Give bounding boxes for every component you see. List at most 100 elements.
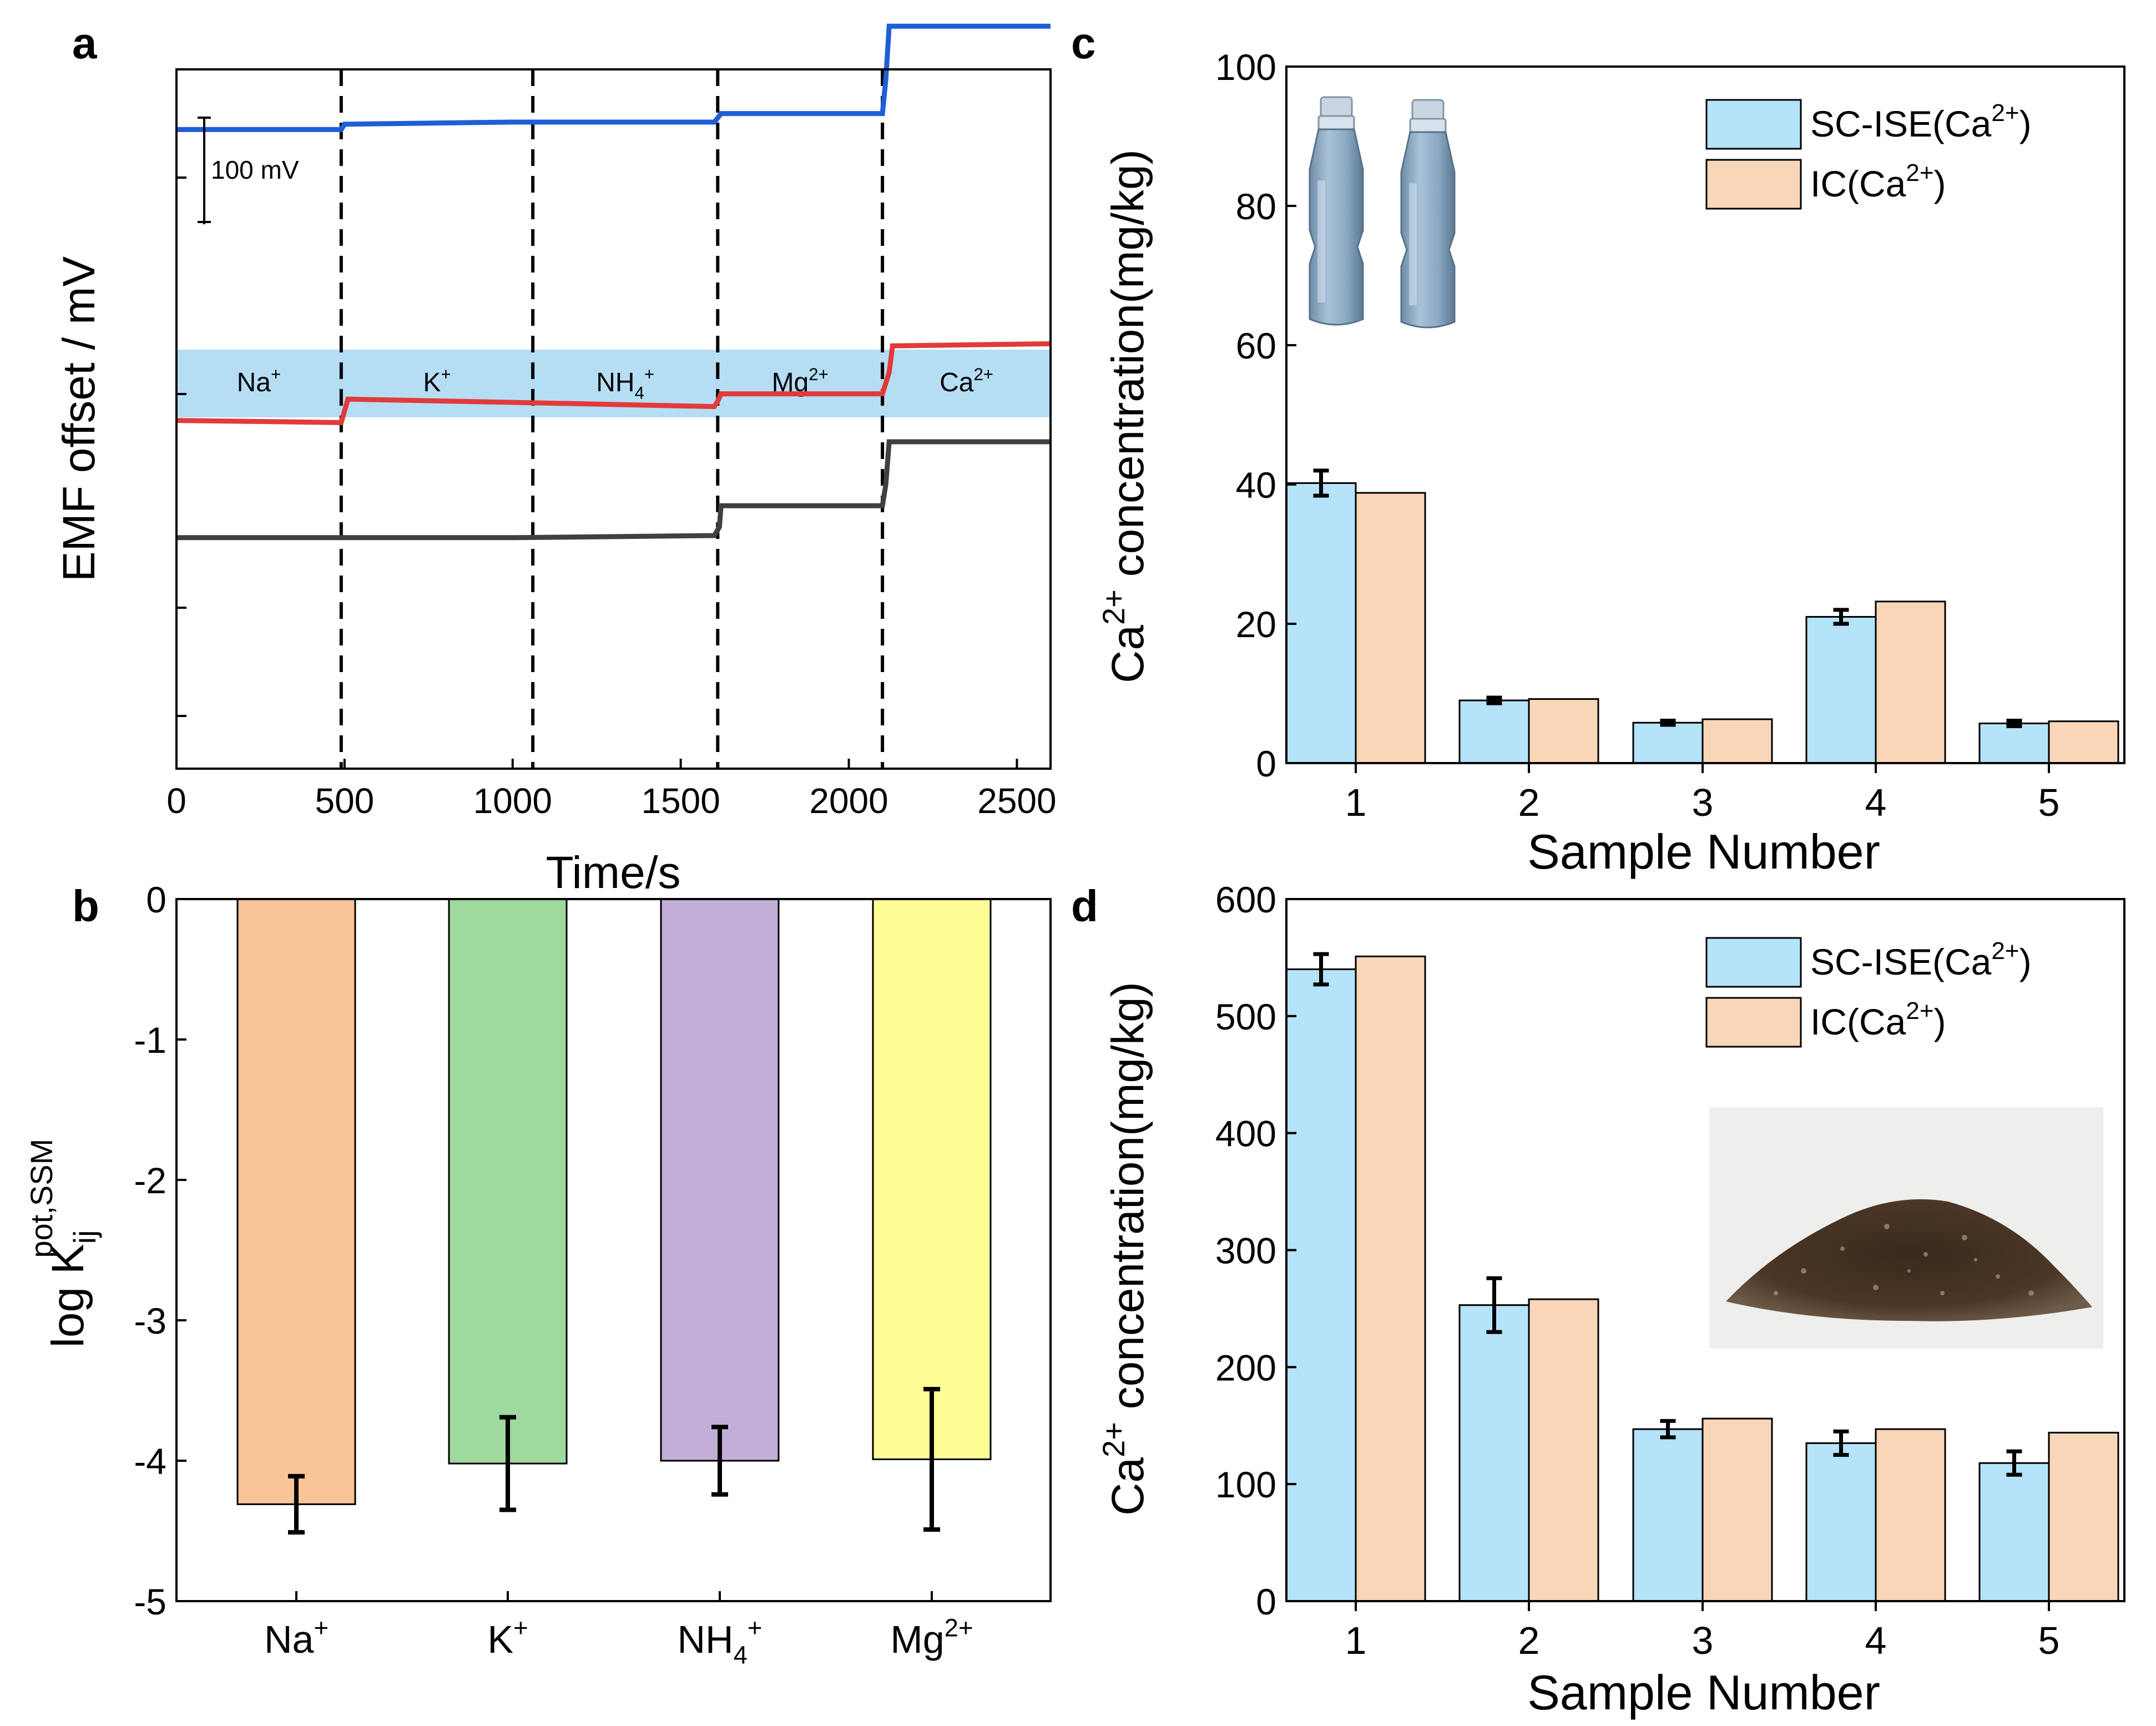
bar-sample-5-sc-ise: [1978, 1462, 2050, 1602]
bar-sample-2-sc-ise: [1458, 699, 1530, 764]
emf-line-red: [176, 341, 1051, 425]
bar-sample-1-ic: [1355, 955, 1426, 1602]
x-axis-ion-labels: Na+ K+ NH4+ Mg2+: [264, 1591, 973, 1669]
y-axis-label: EMF offset / mV: [54, 256, 104, 582]
y-tick-label: 200: [1215, 1347, 1276, 1388]
ion-label: K+: [423, 365, 451, 397]
legend-label: SC-ISE(Ca2+): [1810, 937, 2032, 982]
selectivity-bar: [872, 898, 992, 1460]
x-axis-label: Time/s: [546, 847, 681, 898]
bar-sample-3-ic: [1701, 718, 1773, 764]
legend-label: IC(Ca2+): [1810, 159, 1946, 204]
x-tick-label: NH4+: [678, 1614, 763, 1669]
x-tick-label: 4: [1865, 781, 1887, 824]
y-tick-label: 300: [1215, 1230, 1276, 1271]
ion-label: NH4+: [596, 365, 654, 403]
x-tick-label: 500: [315, 781, 374, 821]
panel-c-frame: [1285, 65, 2125, 764]
x-axis-label: Sample Number: [1527, 1665, 1880, 1720]
x-axis-label: Sample Number: [1527, 824, 1880, 879]
selectivity-bar: [660, 898, 780, 1462]
y-tick-label: 0: [146, 879, 166, 920]
legend-swatch: [1705, 159, 1802, 210]
x-tick-label: 1: [1345, 1619, 1367, 1662]
selectivity-bar: [236, 898, 356, 1505]
y-tick-label: 60: [1236, 325, 1276, 366]
bar-sample-3-sc-ise: [1632, 1428, 1704, 1602]
selectivity-bars: [236, 898, 992, 1535]
bar-sample-5-ic: [2048, 720, 2119, 764]
bar-sample-2-sc-ise: [1458, 1304, 1530, 1602]
y-axis-label: Ca2+ concentration(mg/kg): [1096, 149, 1153, 683]
y-tick-label: -4: [134, 1441, 166, 1482]
y-axis-ticks: 0 20 40 60 80 100: [1215, 47, 1296, 784]
x-axis-ticks: 1 2 3 4 5: [1345, 763, 2060, 824]
panel-b-frame: [175, 898, 1052, 1602]
y-axis-ticks: [176, 176, 186, 717]
emf-line-black: [176, 439, 1051, 541]
legend-swatch: [1705, 937, 1802, 988]
panel-letter-c: c: [1071, 18, 1096, 68]
x-tick-label: 5: [2038, 781, 2060, 824]
panel-letter-a: a: [72, 18, 97, 68]
x-tick-label: 1000: [473, 781, 552, 821]
x-tick-label: Mg2+: [890, 1614, 973, 1661]
bar-sample-5-sc-ise: [1978, 722, 2050, 764]
y-axis-label: log Kijpot,SSM: [24, 1139, 102, 1348]
y-tick-label: 600: [1215, 879, 1276, 920]
y-tick-label: 20: [1236, 604, 1276, 645]
x-axis-ticks: 1 2 3 4 5: [1345, 1601, 2059, 1662]
y-tick-label: 0: [1256, 1581, 1276, 1622]
legend-label: SC-ISE(Ca2+): [1810, 99, 2032, 144]
x-tick-label: 2: [1518, 1619, 1540, 1662]
selectivity-bar: [448, 898, 568, 1465]
x-tick-label: 3: [1692, 781, 1714, 824]
legend-swatch: [1705, 99, 1802, 150]
x-tick-label: 0: [166, 781, 186, 821]
x-tick-label: 2500: [977, 781, 1056, 821]
panel-letter-b: b: [72, 881, 99, 931]
y-tick-label: -5: [134, 1581, 166, 1622]
bar-sample-4-sc-ise: [1805, 1442, 1877, 1602]
bar-sample-1-ic: [1355, 492, 1426, 764]
x-tick-label: 1500: [641, 781, 720, 821]
x-tick-label: 1: [1345, 781, 1367, 824]
y-tick-label: -1: [134, 1020, 166, 1061]
bar-sample-1-sc-ise: [1285, 968, 1357, 1602]
y-tick-label: 500: [1215, 996, 1276, 1037]
y-tick-label: 0: [1256, 743, 1276, 784]
legend-swatch: [1705, 997, 1802, 1048]
ion-band: Na+ K+ NH4+ Mg2+ Ca2+: [176, 350, 1051, 417]
panel-a-emf-chart: Na+ K+ NH4+ Mg2+ Ca2+ 0 500 1000 1500 2000 2500 1…: [54, 23, 1057, 898]
panel-letter-d: d: [1071, 881, 1098, 931]
water-bottles-image: [1309, 96, 1456, 329]
soil-pile: [1726, 1199, 2092, 1321]
bar-sample-4-ic: [1875, 1428, 1946, 1602]
scale-bar-label: 100 mV: [211, 155, 299, 184]
emf-series: [176, 23, 1051, 541]
x-axis-ticks: 0 500 1000 1500 2000 2500: [166, 759, 1057, 821]
bar-sample-1-sc-ise: [1285, 482, 1357, 764]
bar-sample-5-ic: [2048, 1431, 2119, 1602]
y-axis-ticks: 0 100 200 300 400 500 600: [1215, 879, 1296, 1622]
x-tick-label: 2000: [809, 781, 888, 821]
y-tick-label: 100: [1215, 47, 1276, 88]
y-axis-label: Ca2+ concentration(mg/kg): [1096, 982, 1153, 1516]
bar-sample-4-sc-ise: [1805, 615, 1877, 764]
y-axis-ticks: 0 -1 -2 -3 -4 -5: [134, 879, 186, 1622]
y-tick-label: -2: [134, 1160, 166, 1201]
x-tick-label: Na+: [264, 1614, 329, 1661]
panel-d-soil-chart: 0 100 200 300 400 500 600 1 2 3 4 5 SC-ISE(Ca2+) IC…: [1096, 879, 2125, 1720]
ion-switch-lines: [339, 69, 885, 769]
bar-sample-3-sc-ise: [1632, 721, 1704, 764]
y-tick-label: 400: [1215, 1113, 1276, 1154]
bar-sample-2-ic: [1528, 1298, 1599, 1602]
x-tick-label: 4: [1865, 1619, 1887, 1662]
panel-b-selectivity-chart: 0 -1 -2 -3 -4 -5 Na+ K+ NH4+ Mg2+ log Kijpot,SSM: [24, 879, 1052, 1669]
bar-sample-3-ic: [1701, 1417, 1773, 1602]
panel-a-frame: [175, 68, 1052, 770]
ion-label: Na+: [237, 365, 281, 397]
legend: SC-ISE(Ca2+) IC(Ca2+): [1705, 99, 2032, 210]
